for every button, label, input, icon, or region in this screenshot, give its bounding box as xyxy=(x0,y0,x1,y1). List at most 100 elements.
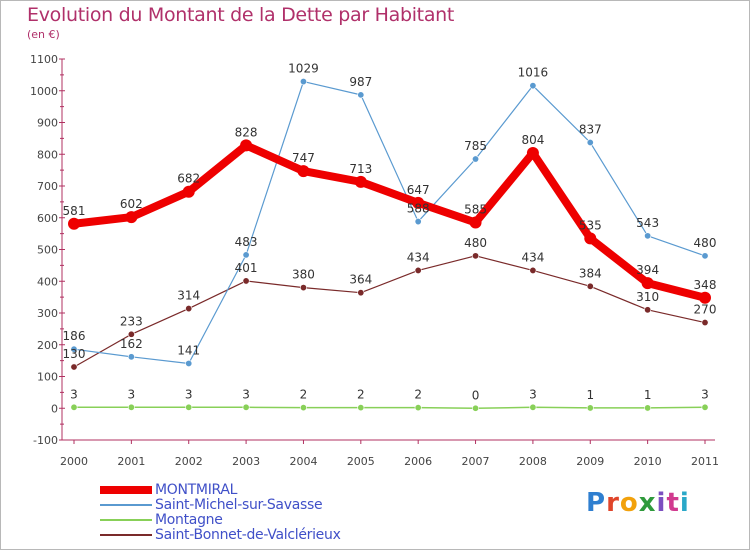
data-label: 3 xyxy=(529,387,537,401)
x-tick-label: 2007 xyxy=(462,455,490,468)
data-label: 535 xyxy=(579,218,602,232)
data-label: 588 xyxy=(407,202,430,216)
x-tick-label: 2004 xyxy=(289,455,317,468)
data-point xyxy=(472,404,480,412)
data-label: 585 xyxy=(464,203,487,217)
data-label: 270 xyxy=(694,303,717,317)
y-tick-label: 200 xyxy=(37,339,58,352)
logo-letter: o xyxy=(619,488,639,518)
data-point xyxy=(586,282,594,290)
data-point xyxy=(529,266,537,274)
data-point xyxy=(125,211,138,224)
legend-label: Montagne xyxy=(155,512,223,528)
data-point xyxy=(357,91,365,99)
y-tick-label: 900 xyxy=(37,117,58,130)
data-point xyxy=(701,252,709,260)
data-point xyxy=(701,319,709,327)
data-label: 130 xyxy=(63,347,86,361)
legend-label: Saint-Bonnet-de-Valclérieux xyxy=(155,527,341,543)
data-point xyxy=(70,403,78,411)
data-label: 1016 xyxy=(518,66,549,80)
y-tick-label: 800 xyxy=(37,148,58,161)
data-label: 233 xyxy=(120,314,143,328)
logo-letter: t xyxy=(666,488,680,518)
data-label: 987 xyxy=(349,75,372,89)
chart-subtitle: (en €) xyxy=(27,28,60,41)
data-label: 186 xyxy=(63,329,86,343)
data-point xyxy=(529,82,537,90)
data-point xyxy=(529,403,537,411)
data-point xyxy=(641,277,654,290)
y-tick-label: 300 xyxy=(37,307,58,320)
data-point xyxy=(644,306,652,314)
legend-swatch xyxy=(100,504,152,506)
x-tick-label: 2010 xyxy=(634,455,662,468)
y-tick-label: 700 xyxy=(37,180,58,193)
data-point xyxy=(182,185,195,198)
x-tick-label: 2002 xyxy=(175,455,203,468)
data-label: 480 xyxy=(464,236,487,250)
chart-title: Evolution du Montant de la Dette par Hab… xyxy=(27,4,455,26)
x-tick-label: 2006 xyxy=(404,455,432,468)
data-label: 713 xyxy=(349,162,372,176)
data-point xyxy=(469,216,482,229)
data-point xyxy=(644,232,652,240)
data-label: 3 xyxy=(70,387,78,401)
data-label: 837 xyxy=(579,123,602,137)
x-tick-label: 2011 xyxy=(691,455,719,468)
data-label: 828 xyxy=(235,125,258,139)
y-tick-label: 400 xyxy=(37,275,58,288)
series-line-1 xyxy=(73,80,706,365)
data-point xyxy=(70,345,78,353)
data-label: 141 xyxy=(177,343,200,357)
data-label: 401 xyxy=(235,261,258,275)
data-label: 384 xyxy=(579,266,602,280)
data-label: 2 xyxy=(414,388,422,402)
data-point xyxy=(185,359,193,367)
data-point xyxy=(299,78,307,86)
y-tick-label: 1100 xyxy=(30,53,58,66)
data-point xyxy=(414,404,422,412)
data-point xyxy=(644,404,652,412)
data-point xyxy=(586,139,594,147)
y-tick-label: 100 xyxy=(37,371,58,384)
data-label: 314 xyxy=(177,289,200,303)
data-point xyxy=(68,217,80,230)
series-line-0 xyxy=(70,141,709,302)
data-label: 380 xyxy=(292,268,315,282)
data-label: 647 xyxy=(407,183,430,197)
data-label: 747 xyxy=(292,151,315,165)
data-point xyxy=(299,284,307,292)
data-point xyxy=(240,139,253,152)
data-label: 3 xyxy=(242,387,250,401)
data-point xyxy=(699,291,711,304)
series-line-3 xyxy=(73,255,706,368)
data-point xyxy=(299,404,307,412)
data-point xyxy=(242,251,250,259)
data-point xyxy=(127,330,135,338)
data-label: 1 xyxy=(644,388,652,402)
x-tick-label: 2001 xyxy=(117,455,145,468)
data-label: 434 xyxy=(521,250,544,264)
data-point xyxy=(357,289,365,297)
data-point xyxy=(354,175,367,188)
data-point xyxy=(127,353,135,361)
data-label: 682 xyxy=(177,172,200,186)
data-label: 602 xyxy=(120,197,143,211)
data-point xyxy=(586,404,594,412)
data-point xyxy=(242,277,250,285)
x-tick-label: 2009 xyxy=(576,455,604,468)
legend-swatch xyxy=(100,486,152,494)
data-label: 434 xyxy=(407,250,430,264)
data-label: 364 xyxy=(349,273,372,287)
legend-swatch xyxy=(100,519,152,521)
data-label: 581 xyxy=(63,204,86,218)
x-tick-label: 2000 xyxy=(60,455,88,468)
data-label: 3 xyxy=(185,387,193,401)
data-point xyxy=(414,266,422,274)
data-point xyxy=(414,218,422,226)
y-tick-label: -100 xyxy=(33,434,58,447)
proxiti-logo: Proxiti xyxy=(586,488,690,518)
